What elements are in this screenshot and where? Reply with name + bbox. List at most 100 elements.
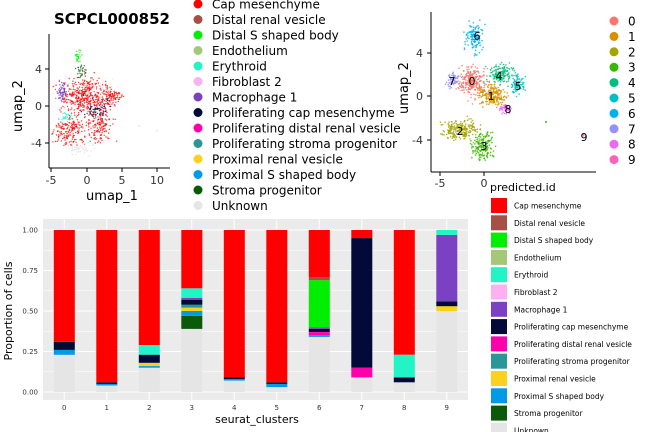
umap-point	[83, 151, 86, 153]
cluster-point	[483, 86, 485, 89]
cluster-point	[474, 154, 477, 156]
cluster-point	[472, 78, 475, 80]
umap-point	[71, 130, 73, 132]
cluster-point	[472, 123, 474, 125]
umap-point	[74, 67, 77, 70]
cluster-point	[483, 80, 485, 83]
cluster-point	[459, 123, 462, 125]
umap-point	[60, 126, 63, 129]
umap-point	[62, 85, 65, 87]
umap-point	[70, 88, 72, 91]
umap-point	[83, 135, 86, 137]
umap-point	[77, 107, 80, 110]
bar-segment	[96, 383, 118, 386]
umap-point	[69, 147, 71, 149]
umap-point	[71, 126, 74, 128]
umap-point	[52, 141, 54, 143]
cluster-point	[476, 131, 479, 133]
umap-point	[97, 116, 99, 118]
umap-point	[61, 123, 64, 125]
cluster-point	[497, 101, 500, 103]
legend-label: Proliferating stroma progenitor	[212, 137, 397, 151]
cluster-point	[486, 145, 489, 147]
umap-point	[81, 130, 83, 133]
bar-segment	[266, 383, 288, 388]
umap-point	[82, 70, 84, 72]
umap-point	[56, 140, 58, 142]
cluster-point	[441, 133, 444, 135]
umap-point	[90, 114, 93, 116]
cluster-point	[492, 154, 494, 157]
cluster-point	[452, 130, 455, 132]
bar-segment	[436, 301, 458, 307]
umap-point	[101, 118, 104, 120]
cluster-point	[463, 121, 466, 123]
cluster-point	[488, 80, 491, 83]
bar-segment	[181, 298, 203, 300]
cluster-point	[468, 134, 470, 137]
umap-point	[87, 124, 90, 126]
umap-point	[95, 130, 98, 132]
umap-point	[79, 51, 81, 53]
cluster-point	[504, 69, 506, 72]
umap-point	[73, 149, 76, 151]
cluster-point	[476, 128, 479, 130]
cluster-point	[496, 78, 498, 81]
umap-point	[100, 89, 102, 91]
cluster-point	[479, 88, 482, 90]
umap-point	[95, 80, 97, 82]
umap-point	[96, 91, 98, 93]
umap-point	[85, 89, 87, 91]
cluster-point	[503, 106, 506, 108]
cluster-legend-label: 1	[628, 30, 636, 44]
bar-legend-label: Unknown	[514, 426, 549, 432]
bar-segment	[266, 387, 288, 392]
umap-point	[78, 91, 81, 93]
cluster-point	[500, 95, 502, 97]
umap-point	[85, 124, 88, 127]
umap-point	[105, 82, 108, 85]
umap-point	[106, 111, 108, 114]
umap-point	[101, 128, 103, 130]
umap-point	[116, 96, 119, 99]
cluster-point	[475, 84, 478, 87]
cluster-point	[479, 19, 481, 21]
cluster-point	[484, 94, 487, 96]
umap-point	[109, 109, 112, 111]
umap-point	[69, 118, 72, 121]
umap-point	[75, 145, 78, 147]
cluster-point	[477, 41, 480, 44]
cluster-point	[478, 84, 481, 87]
umap-point	[63, 112, 66, 114]
umap-point	[107, 103, 110, 105]
umap-point	[66, 137, 69, 140]
umap-point	[101, 106, 103, 109]
cluster-point	[472, 85, 474, 88]
cluster-point	[459, 75, 462, 77]
bar-legend-swatch	[491, 336, 507, 352]
cluster-point	[486, 133, 488, 135]
umap-point	[101, 95, 104, 97]
umap-point	[58, 137, 60, 139]
umap-point	[76, 92, 78, 94]
cluster-point	[491, 71, 493, 74]
umap-point	[96, 112, 99, 115]
cluster-legend-swatch	[609, 124, 619, 134]
cluster-point	[465, 84, 467, 87]
cluster-point	[465, 133, 467, 135]
umap-point	[85, 86, 88, 88]
umap-point	[94, 92, 96, 94]
cluster-point	[448, 129, 451, 132]
umap-point	[59, 131, 61, 133]
umap-point	[94, 95, 96, 97]
umap-point	[68, 77, 71, 80]
umap-point	[58, 134, 60, 136]
cluster-point	[510, 67, 513, 69]
umap-point	[108, 100, 110, 102]
umap-point	[85, 94, 87, 97]
cluster-point	[485, 143, 487, 146]
cluster-point	[474, 76, 477, 78]
cluster-point	[469, 130, 472, 132]
legend-swatch	[193, 123, 203, 133]
umap-point	[77, 113, 80, 116]
